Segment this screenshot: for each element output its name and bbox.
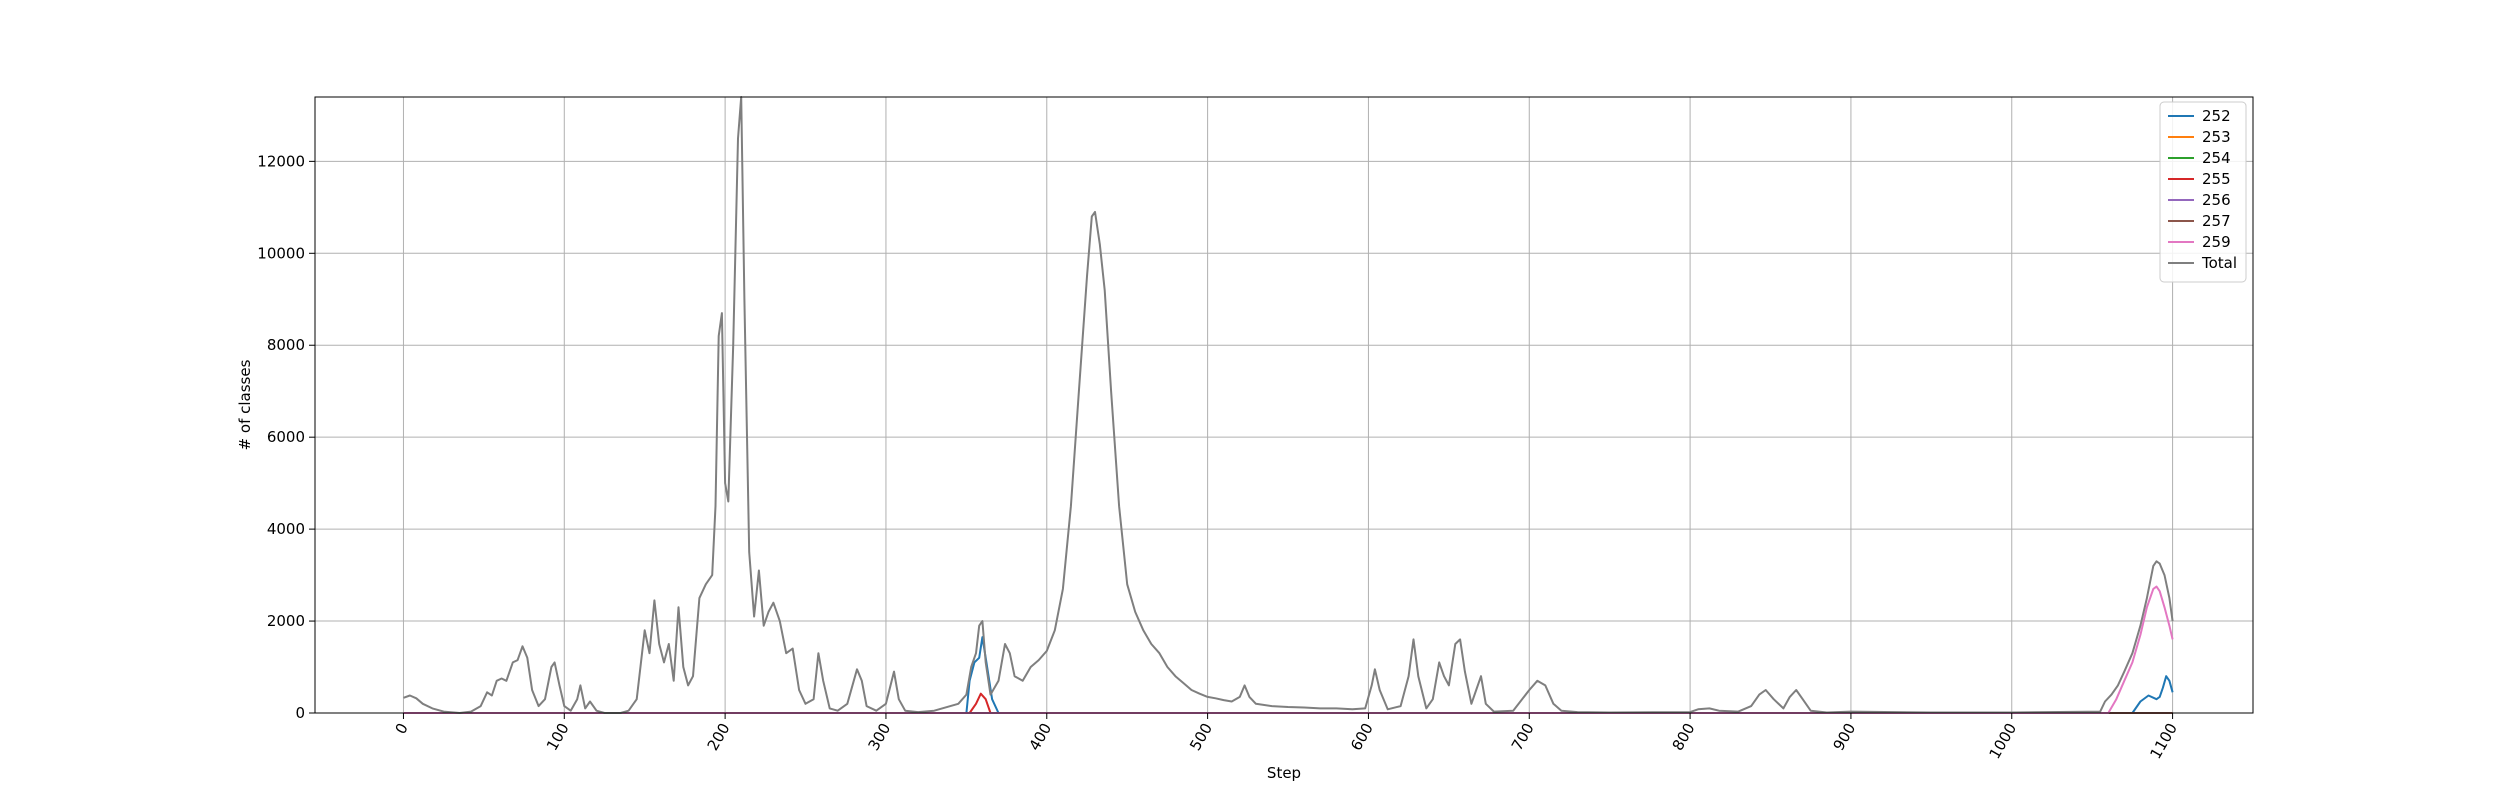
x-tick-label: 200: [704, 720, 734, 754]
legend-entry: 259: [2202, 233, 2231, 251]
y-tick-label: 12000: [257, 152, 305, 170]
legend-entry: 253: [2202, 128, 2231, 146]
y-tick-label: 10000: [257, 244, 305, 262]
legend: 252 253 254 255 256 257 259 Total: [2159, 101, 2247, 283]
series-line-Total: [403, 96, 2174, 714]
x-tick-label: 400: [1025, 720, 1055, 754]
legend-entry: 252: [2202, 107, 2231, 125]
x-tick-label: 1000: [1986, 720, 2021, 762]
series-line-259: [403, 585, 2174, 714]
x-tick-label: 700: [1508, 720, 1538, 754]
legend-entry: 255: [2202, 170, 2231, 188]
x-tick-label: 300: [865, 720, 895, 754]
y-tick-label: 8000: [267, 336, 305, 354]
x-tick-label: 900: [1829, 720, 1859, 754]
y-tick-label: 6000: [267, 428, 305, 446]
x-tick-label: 1100: [2146, 720, 2181, 762]
x-tick-label: 800: [1669, 720, 1699, 754]
x-tick-label: 600: [1347, 720, 1377, 754]
series-line-255: [403, 692, 2173, 714]
legend-box: [2159, 101, 2247, 283]
y-axis-ticks: 0 2000 4000 6000 8000 10000 12000: [257, 152, 315, 722]
legend-entry: Total: [2201, 254, 2237, 272]
legend-entry: 254: [2202, 149, 2231, 167]
y-axis-label: # of classes: [236, 359, 254, 450]
x-tick-label: 0: [392, 720, 412, 737]
y-tick-label: 4000: [267, 520, 305, 538]
legend-entry: 257: [2202, 212, 2231, 230]
grid: [315, 97, 2253, 714]
x-axis-ticks: 0 100 200 300 400 500 600 700 800 900 1000 1100: [392, 713, 2181, 762]
legend-entry: 256: [2202, 191, 2231, 209]
x-axis-label: Step: [1267, 764, 1301, 782]
y-tick-label: 0: [295, 704, 305, 722]
x-tick-label: 100: [543, 720, 573, 754]
y-tick-label: 2000: [267, 612, 305, 630]
plot-area: [314, 96, 2254, 714]
x-tick-label: 500: [1186, 720, 1216, 754]
